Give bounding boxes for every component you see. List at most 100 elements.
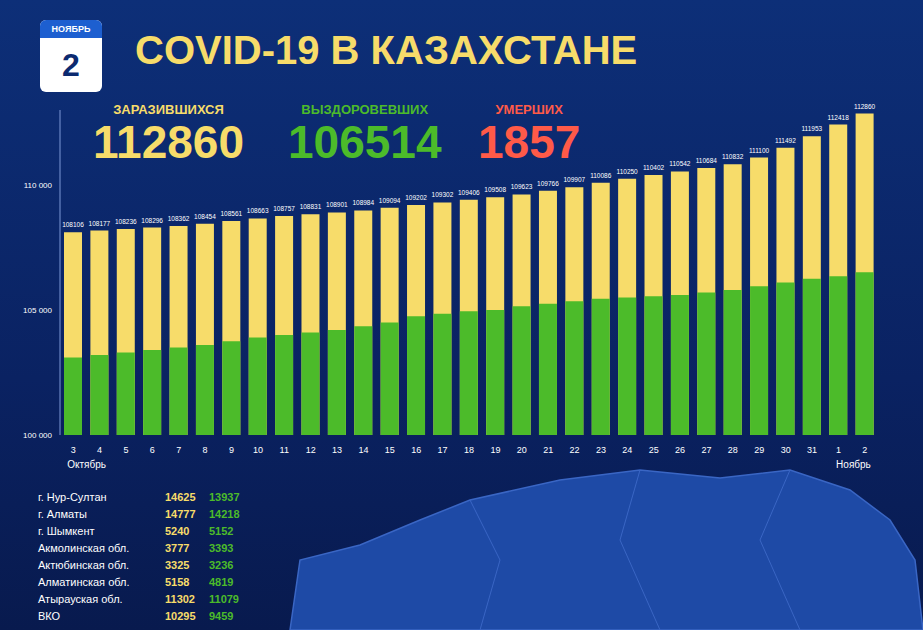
html-text:3777: 3777: [165, 541, 190, 554]
svg-text:108831: 108831: [300, 203, 322, 210]
svg-text:108901: 108901: [326, 201, 348, 208]
svg-text:27: 27: [701, 445, 711, 455]
html-text:4819: 4819: [209, 575, 234, 588]
svg-text:19: 19: [490, 445, 500, 455]
svg-text:28: 28: [728, 445, 738, 455]
svg-text:16: 16: [411, 445, 421, 455]
html-text:НОЯБРЬ: НОЯБРЬ: [51, 24, 91, 34]
svg-text:30: 30: [781, 445, 791, 455]
svg-text:108757: 108757: [273, 205, 295, 212]
svg-text:108984: 108984: [352, 199, 374, 206]
svg-text:108663: 108663: [247, 207, 269, 214]
svg-text:110832: 110832: [722, 153, 744, 160]
svg-text:109508: 109508: [484, 186, 506, 193]
html-text:3236: 3236: [209, 558, 234, 571]
svg-text:26: 26: [675, 445, 685, 455]
svg-text:9: 9: [229, 445, 234, 455]
html-text:112860: 112860: [93, 116, 244, 168]
svg-text:29: 29: [754, 445, 764, 455]
svg-text:14: 14: [358, 445, 368, 455]
svg-text:7: 7: [176, 445, 181, 455]
html-text:ЗАРАЗИВШИХСЯ: ЗАРАЗИВШИХСЯ: [113, 102, 224, 117]
svg-text:25: 25: [649, 445, 659, 455]
svg-text:110250: 110250: [617, 168, 639, 175]
svg-text:112860: 112860: [854, 103, 876, 110]
html-text:Актюбинская обл.: Актюбинская обл.: [38, 558, 130, 571]
svg-text:110 000: 110 000: [24, 181, 53, 190]
svg-text:109907: 109907: [564, 176, 586, 183]
svg-text:108454: 108454: [194, 213, 216, 220]
svg-text:109202: 109202: [405, 194, 427, 201]
html-text:г. Нур-Султан: г. Нур-Султан: [38, 490, 107, 503]
html-text:14777: 14777: [165, 507, 196, 520]
svg-text:109766: 109766: [537, 180, 559, 187]
svg-text:2: 2: [862, 445, 867, 455]
svg-text:8: 8: [203, 445, 208, 455]
svg-text:10: 10: [253, 445, 263, 455]
svg-text:22: 22: [570, 445, 580, 455]
html-text:Акмолинская обл.: Акмолинская обл.: [38, 541, 130, 554]
svg-text:108561: 108561: [220, 210, 242, 217]
svg-text:111100: 111100: [749, 147, 770, 154]
svg-text:Ноябрь: Ноябрь: [836, 459, 871, 470]
svg-text:109623: 109623: [511, 183, 533, 190]
svg-text:12: 12: [306, 445, 316, 455]
svg-text:109094: 109094: [379, 197, 401, 204]
html-text:3325: 3325: [165, 558, 190, 571]
svg-text:111953: 111953: [801, 125, 822, 132]
html-text:3393: 3393: [209, 541, 234, 554]
html-text:г. Шымкент: г. Шымкент: [38, 524, 95, 537]
html-text:5240: 5240: [165, 524, 190, 537]
svg-text:109302: 109302: [432, 191, 454, 198]
html-text:9459: 9459: [209, 609, 234, 622]
svg-text:110684: 110684: [696, 157, 718, 164]
svg-text:20: 20: [517, 445, 527, 455]
html-text:11079: 11079: [209, 592, 239, 605]
svg-text:108362: 108362: [168, 215, 190, 222]
html-text:ВКО: ВКО: [38, 609, 61, 622]
svg-text:108177: 108177: [89, 220, 111, 227]
svg-text:108236: 108236: [115, 218, 137, 225]
svg-text:110086: 110086: [590, 172, 612, 179]
svg-text:Октябрь: Октябрь: [67, 459, 106, 470]
svg-text:24: 24: [622, 445, 632, 455]
html-text:106514: 106514: [288, 116, 442, 168]
html-text:УМЕРШИХ: УМЕРШИХ: [495, 102, 563, 117]
svg-text:21: 21: [543, 445, 553, 455]
html-text:2: 2: [62, 47, 80, 83]
svg-text:100 000: 100 000: [23, 431, 52, 440]
svg-text:3: 3: [71, 445, 76, 455]
svg-text:108106: 108106: [62, 221, 84, 228]
svg-text:4: 4: [97, 445, 102, 455]
html-text:14218: 14218: [209, 507, 240, 520]
html-text:10295: 10295: [165, 609, 196, 622]
svg-text:1: 1: [836, 445, 841, 455]
svg-text:17: 17: [438, 445, 448, 455]
svg-text:5: 5: [123, 445, 128, 455]
svg-text:108296: 108296: [141, 217, 163, 224]
svg-text:13: 13: [332, 445, 342, 455]
html-text:г. Алматы: г. Алматы: [38, 507, 87, 520]
html-text:ВЫЗДОРОВЕВШИХ: ВЫЗДОРОВЕВШИХ: [301, 102, 429, 117]
svg-text:110402: 110402: [643, 164, 665, 171]
svg-text:110542: 110542: [669, 160, 691, 167]
svg-text:15: 15: [385, 445, 395, 455]
svg-text:6: 6: [150, 445, 155, 455]
html-text:Атырауская обл.: Атырауская обл.: [38, 592, 123, 605]
html-text:14625: 14625: [165, 490, 196, 503]
html-text:11302: 11302: [165, 592, 195, 605]
svg-text:109406: 109406: [458, 189, 480, 196]
html-text:5158: 5158: [165, 575, 190, 588]
html-text:Алматинская обл.: Алматинская обл.: [38, 575, 130, 588]
svg-text:11: 11: [280, 445, 289, 455]
html-text:13937: 13937: [209, 490, 240, 503]
svg-text:112418: 112418: [828, 114, 850, 121]
svg-text:23: 23: [596, 445, 606, 455]
svg-text:111492: 111492: [775, 137, 796, 144]
html-text:COVID-19 В КАЗАХСТАНЕ: COVID-19 В КАЗАХСТАНЕ: [135, 28, 638, 72]
svg-text:105 000: 105 000: [23, 306, 52, 315]
svg-text:31: 31: [807, 445, 817, 455]
html-text:1857: 1857: [478, 116, 581, 168]
html-text:5152: 5152: [209, 524, 234, 537]
svg-text:18: 18: [464, 445, 474, 455]
